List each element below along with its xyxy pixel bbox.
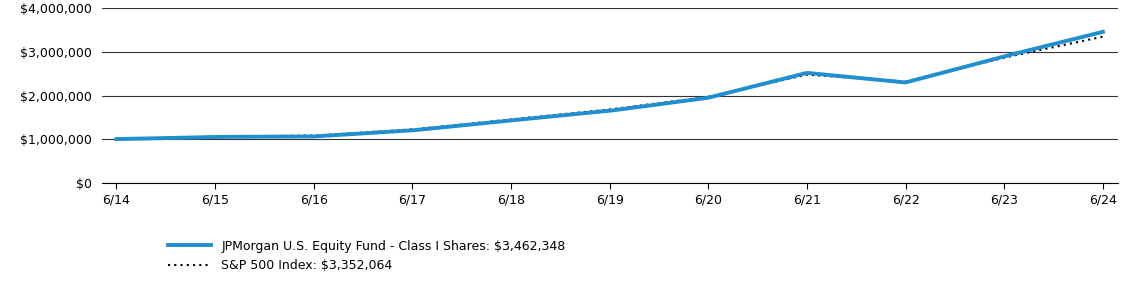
- JPMorgan U.S. Equity Fund - Class I Shares: $3,462,348: (9.76, 3.33e+06): $3,462,348: (9.76, 3.33e+06): [1073, 36, 1086, 39]
- Legend: JPMorgan U.S. Equity Fund - Class I Shares: $3,462,348, S&P 500 Index: $3,352,06: JPMorgan U.S. Equity Fund - Class I Shar…: [163, 235, 570, 277]
- S&P 500 Index: $3,352,064: (4.75, 1.62e+06): $3,352,064: (4.75, 1.62e+06): [578, 110, 592, 114]
- S&P 500 Index: $3,352,064: (0, 1e+06): $3,352,064: (0, 1e+06): [110, 137, 123, 141]
- JPMorgan U.S. Equity Fund - Class I Shares: $3,462,348: (0, 1e+06): $3,462,348: (0, 1e+06): [110, 137, 123, 141]
- Line: S&P 500 Index: $3,352,064: S&P 500 Index: $3,352,064: [116, 37, 1103, 139]
- S&P 500 Index: $3,352,064: (4.81, 1.64e+06): $3,352,064: (4.81, 1.64e+06): [584, 110, 597, 113]
- S&P 500 Index: $3,352,064: (8.2, 2.43e+06): $3,352,064: (8.2, 2.43e+06): [918, 75, 931, 79]
- JPMorgan U.S. Equity Fund - Class I Shares: $3,462,348: (10, 3.46e+06): $3,462,348: (10, 3.46e+06): [1096, 30, 1110, 33]
- S&P 500 Index: $3,352,064: (9.76, 3.24e+06): $3,352,064: (9.76, 3.24e+06): [1073, 40, 1086, 43]
- JPMorgan U.S. Equity Fund - Class I Shares: $3,462,348: (5.41, 1.77e+06): $3,462,348: (5.41, 1.77e+06): [644, 104, 657, 107]
- JPMorgan U.S. Equity Fund - Class I Shares: $3,462,348: (4.75, 1.59e+06): $3,462,348: (4.75, 1.59e+06): [578, 112, 592, 115]
- S&P 500 Index: $3,352,064: (5.41, 1.8e+06): $3,352,064: (5.41, 1.8e+06): [644, 103, 657, 106]
- JPMorgan U.S. Equity Fund - Class I Shares: $3,462,348: (4.81, 1.61e+06): $3,462,348: (4.81, 1.61e+06): [584, 111, 597, 114]
- S&P 500 Index: $3,352,064: (10, 3.35e+06): $3,352,064: (10, 3.35e+06): [1096, 35, 1110, 38]
- JPMorgan U.S. Equity Fund - Class I Shares: $3,462,348: (8.2, 2.42e+06): $3,462,348: (8.2, 2.42e+06): [918, 76, 931, 79]
- S&P 500 Index: $3,352,064: (5.95, 1.96e+06): $3,352,064: (5.95, 1.96e+06): [697, 96, 710, 99]
- JPMorgan U.S. Equity Fund - Class I Shares: $3,462,348: (5.95, 1.94e+06): $3,462,348: (5.95, 1.94e+06): [697, 97, 710, 100]
- Line: JPMorgan U.S. Equity Fund - Class I Shares: $3,462,348: JPMorgan U.S. Equity Fund - Class I Shar…: [116, 32, 1103, 139]
